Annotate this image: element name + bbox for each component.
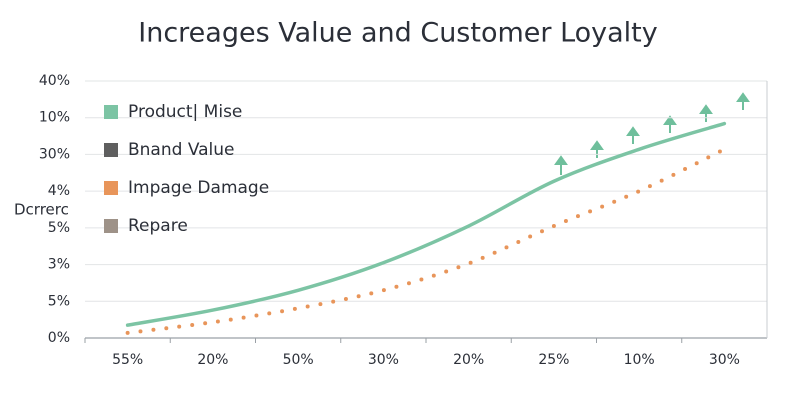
y-tick-label: 10% xyxy=(39,110,70,126)
x-tick-label: 30% xyxy=(368,352,399,368)
y-tick-label: 5% xyxy=(48,293,70,309)
chart-title: Increages Value and Customer Loyalty xyxy=(138,18,658,49)
x-tick-label: 10% xyxy=(624,352,655,368)
x-tick-label: 25% xyxy=(538,352,569,368)
legend-label: Product| Mise xyxy=(128,102,242,122)
x-tick-label: 50% xyxy=(283,352,314,368)
y-tick-label: 4% xyxy=(48,183,70,199)
legend-swatch xyxy=(104,219,118,233)
line-series xyxy=(125,147,727,335)
y-tick-label: 0% xyxy=(48,330,70,346)
legend-label: Repare xyxy=(128,216,188,236)
y-tick-label: 40% xyxy=(39,73,70,89)
legend-label: Bnand Value xyxy=(128,140,235,160)
legend-swatch xyxy=(104,143,118,157)
x-tick-label: 30% xyxy=(709,352,740,368)
legend-label: Impage Damage xyxy=(128,178,269,198)
line-series xyxy=(125,121,727,327)
x-tick-label: 20% xyxy=(197,352,228,368)
y-tick-label: 3% xyxy=(48,257,70,273)
x-tick-label: 20% xyxy=(453,352,484,368)
y-tick-label: 30% xyxy=(39,146,70,162)
legend-swatch xyxy=(104,105,118,119)
arrows xyxy=(554,92,750,175)
y-axis-label: Dcrrerc xyxy=(14,201,69,219)
x-tick-label: 55% xyxy=(112,352,143,368)
y-tick-label: 5% xyxy=(48,220,70,236)
legend-swatch xyxy=(104,181,118,195)
